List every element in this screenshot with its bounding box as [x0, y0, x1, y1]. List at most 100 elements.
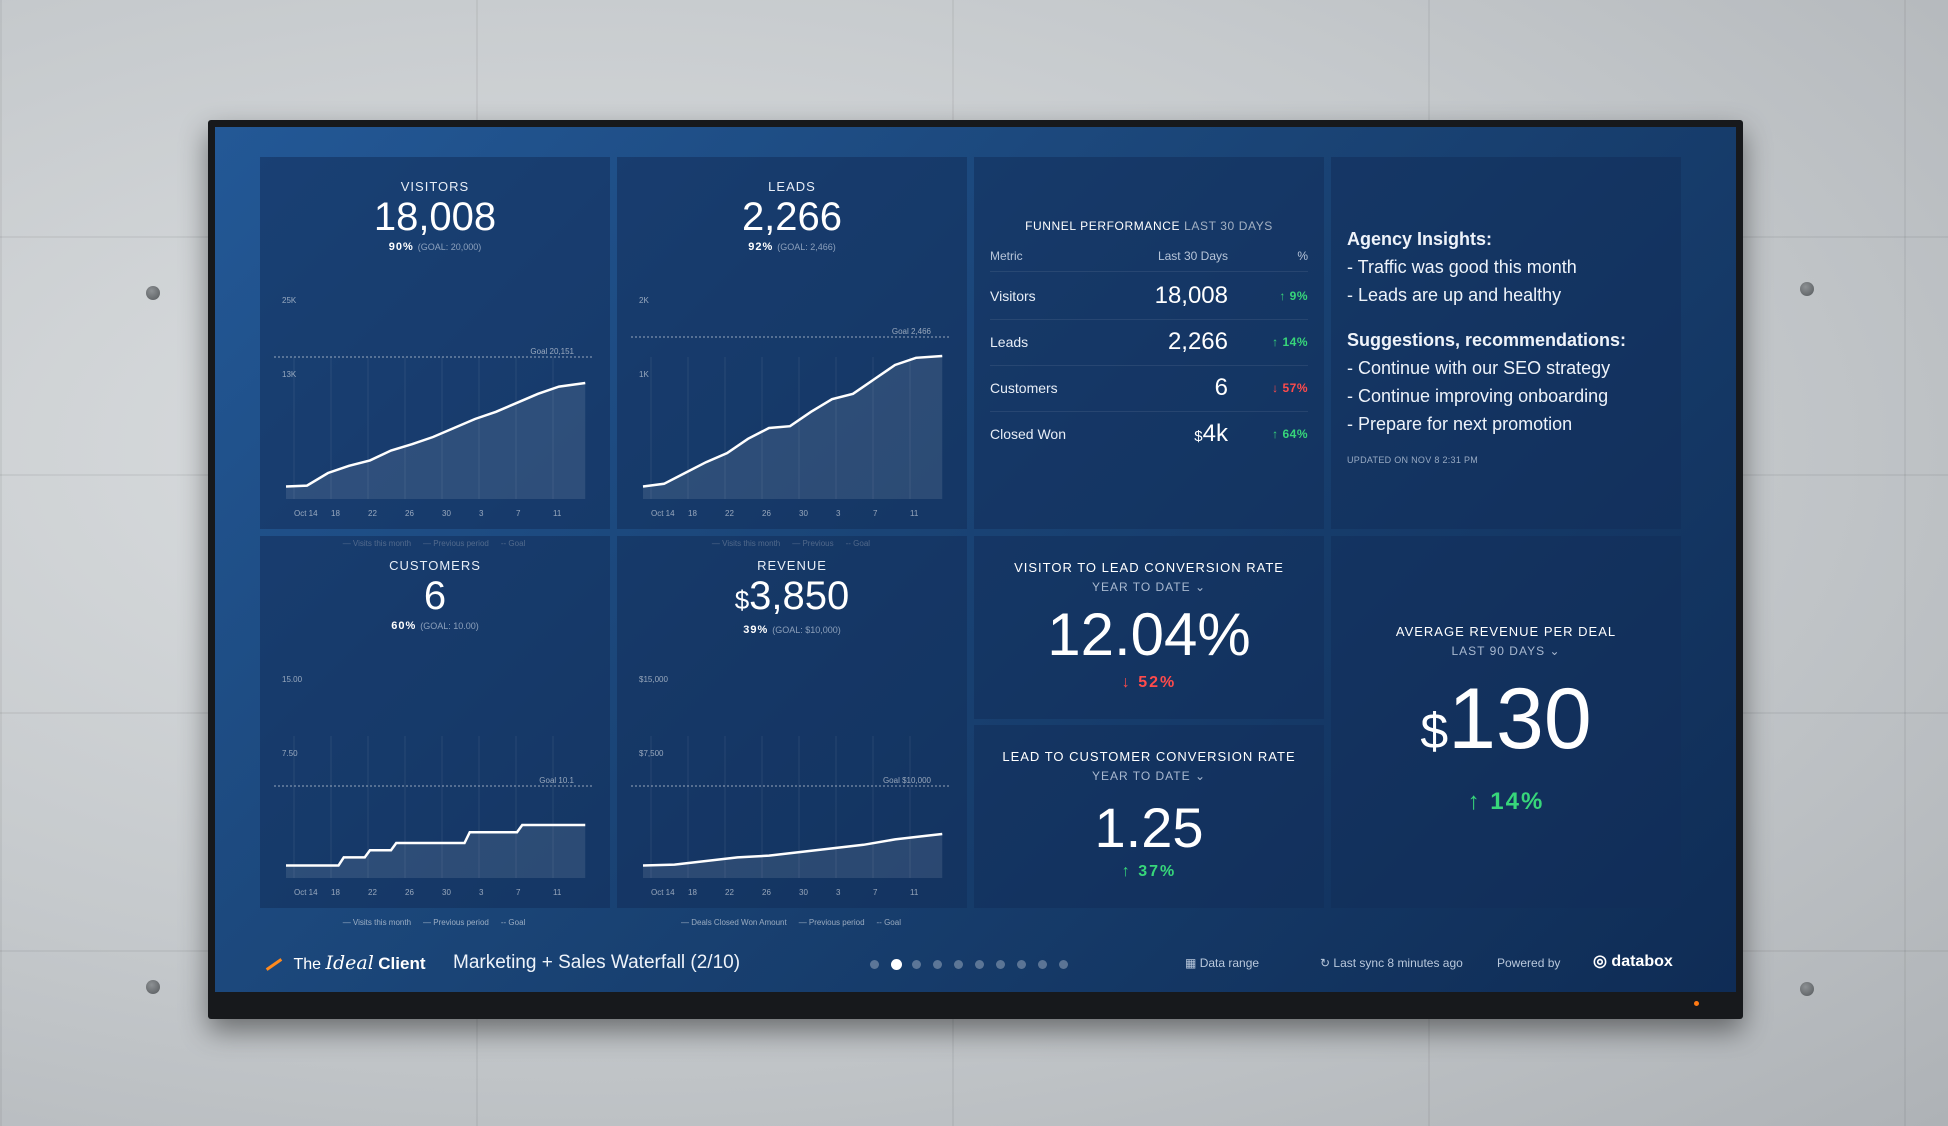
x-axis-labels: Oct 14 18 22 26 30 3 7 11	[294, 888, 594, 900]
kpi-value: 12.04%	[1047, 601, 1251, 668]
y-tick-label: 7.50	[282, 749, 298, 758]
suggestion-line: - Prepare for next promotion	[1347, 414, 1573, 434]
page-dot[interactable]	[933, 960, 942, 969]
visitors-value: 18,008	[373, 195, 497, 239]
series-line	[285, 381, 586, 488]
area-fill	[286, 825, 586, 878]
refresh-icon: ↻	[1320, 956, 1331, 970]
period-dropdown[interactable]: YEAR TO DATE ⌄	[974, 580, 1324, 594]
goal-label: (GOAL: 2,466)	[777, 242, 836, 252]
lead-to-customer-tile[interactable]: LEAD TO CUSTOMER CONVERSION RATE YEAR TO…	[974, 725, 1324, 908]
page-dot[interactable]	[975, 960, 984, 969]
goal-label: (GOAL: 10.00)	[420, 621, 479, 631]
area-fill	[286, 383, 586, 499]
x-tick-label: 30	[442, 888, 451, 897]
page-dot[interactable]	[891, 959, 902, 970]
x-tick-label: 30	[442, 509, 451, 518]
dashboard-screen: VISITORS 18,008 90% (GOAL: 20,000) 25K 13K…	[215, 127, 1736, 992]
customers-tile[interactable]: CUSTOMERS 6 60% (GOAL: 10.00) 15.00 7.50 Go…	[260, 536, 610, 927]
table-row: Visitors 18,008 ↑ 9%	[990, 273, 1308, 320]
x-tick-label: 18	[331, 509, 340, 518]
avg-revenue-per-deal-tile[interactable]: AVERAGE REVENUE PER DEAL LAST 90 DAYS ⌄ …	[1331, 536, 1681, 908]
dashboard-footer: The Ideal Client Marketing + Sales Water…	[215, 927, 1736, 992]
line-chart: 2K 1K Goal 2,466	[631, 296, 951, 499]
databox-logo[interactable]: ◎ databox	[1593, 951, 1673, 971]
goal-label: Goal 10.1	[539, 776, 574, 785]
x-tick-label: 26	[762, 509, 771, 518]
brand-text-ideal: Ideal	[325, 952, 374, 974]
visitor-to-lead-tile[interactable]: VISITOR TO LEAD CONVERSION RATE YEAR TO …	[974, 536, 1324, 719]
page-dot[interactable]	[870, 960, 879, 969]
page-dot[interactable]	[1038, 960, 1047, 969]
brand-text-client: Client	[378, 954, 426, 973]
period-dropdown[interactable]: YEAR TO DATE ⌄	[974, 769, 1324, 783]
agency-insights-tile[interactable]: Agency Insights: - Traffic was good this…	[1331, 157, 1681, 529]
row-value: 6	[1214, 374, 1228, 401]
visitors-tile[interactable]: VISITORS 18,008 90% (GOAL: 20,000) 25K 13K…	[260, 157, 610, 548]
line-chart: $15,000 $7,500 Goal $10,000	[631, 675, 951, 878]
x-tick-label: 26	[762, 888, 771, 897]
x-tick-label: 11	[910, 888, 919, 897]
kpi-number: 130	[1448, 671, 1592, 767]
x-tick-label: 22	[725, 509, 734, 518]
chevron-down-icon: ⌄	[1194, 769, 1207, 783]
legend-item: -- Goal	[500, 918, 526, 927]
kpi-title: AVERAGE REVENUE PER DEAL	[1395, 624, 1617, 639]
goal-progress: 90% (GOAL: 20,000)	[260, 241, 610, 253]
brand-logo: The Ideal Client	[265, 952, 426, 974]
funnel-period: LAST 30 DAYS	[1184, 219, 1273, 233]
x-axis-labels: Oct 14 18 22 26 30 3 7 11	[651, 509, 951, 521]
page-dot[interactable]	[996, 960, 1005, 969]
logo-mark-icon	[265, 958, 283, 972]
revenue-tile[interactable]: REVENUE $3,850 39% (GOAL: $10,000) $15,00…	[617, 536, 967, 927]
wall-bolt	[1800, 982, 1814, 996]
period-dropdown[interactable]: LAST 90 DAYS ⌄	[1331, 644, 1681, 658]
x-tick-label: 3	[836, 509, 841, 518]
x-tick-label: 7	[873, 509, 878, 518]
row-metric: Leads	[990, 334, 1029, 350]
x-tick-label: Oct 14	[294, 888, 318, 897]
page-dot[interactable]	[1059, 960, 1068, 969]
goal-label: Goal 2,466	[892, 327, 932, 336]
kpi-title: LEAD TO CUSTOMER CONVERSION RATE	[1002, 749, 1296, 764]
power-indicator	[1694, 1001, 1699, 1006]
revenue-number: 3,850	[749, 574, 850, 618]
row-value: 2,266	[1167, 328, 1228, 355]
legend-item: — Visits this month	[342, 918, 412, 927]
column-header-metric: Metric	[990, 249, 1023, 263]
x-tick-label: 7	[516, 888, 521, 897]
chevron-down-icon: ⌄	[1194, 580, 1207, 594]
suggestions-heading: Suggestions, recommendations:	[1347, 330, 1627, 350]
goal-percent: 39%	[743, 624, 769, 636]
revenue-chart[interactable]: $15,000 $7,500 Goal $10,000 Oct 14 18 22 26 30 3…	[631, 666, 951, 927]
x-tick-label: 7	[516, 509, 521, 518]
funnel-performance-tile[interactable]: FUNNEL PERFORMANCE LAST 30 DAYS Metric La…	[974, 157, 1324, 529]
y-tick-label: 13K	[282, 370, 297, 379]
page-dot[interactable]	[912, 960, 921, 969]
goal-label: Goal 20,151	[530, 347, 574, 356]
series-line	[642, 354, 943, 488]
table-row: Closed Won $4k ↑ 64%	[990, 411, 1308, 457]
x-tick-label: Oct 14	[651, 888, 675, 897]
leads-tile[interactable]: LEADS 2,266 92% (GOAL: 2,466) 2K 1K Goal 2,…	[617, 157, 967, 548]
data-range-label: Data range	[1199, 956, 1260, 970]
column-header-percent: %	[1297, 249, 1308, 263]
goal-percent: 60%	[391, 620, 417, 632]
data-range-button[interactable]: ▦ Data range	[1185, 956, 1259, 970]
customers-value: 6	[423, 574, 447, 618]
leads-value: 2,266	[741, 195, 843, 239]
funnel-title: FUNNEL PERFORMANCE LAST 30 DAYS	[974, 219, 1324, 233]
customers-chart[interactable]: 15.00 7.50 Goal 10.1 Oct 14 18 22 26 30 3 7 11 — Vi…	[274, 666, 594, 927]
goal-label: (GOAL: $10,000)	[772, 625, 841, 635]
insight-line: - Leads are up and healthy	[1347, 285, 1562, 305]
page-dot[interactable]	[954, 960, 963, 969]
x-tick-label: 22	[368, 888, 377, 897]
insights-heading: Agency Insights:	[1347, 229, 1493, 249]
page-dot[interactable]	[1017, 960, 1026, 969]
insight-line: - Traffic was good this month	[1347, 257, 1577, 277]
line-chart: 15.00 7.50 Goal 10.1	[274, 675, 594, 878]
series-line	[286, 823, 586, 867]
series-line	[642, 832, 943, 867]
